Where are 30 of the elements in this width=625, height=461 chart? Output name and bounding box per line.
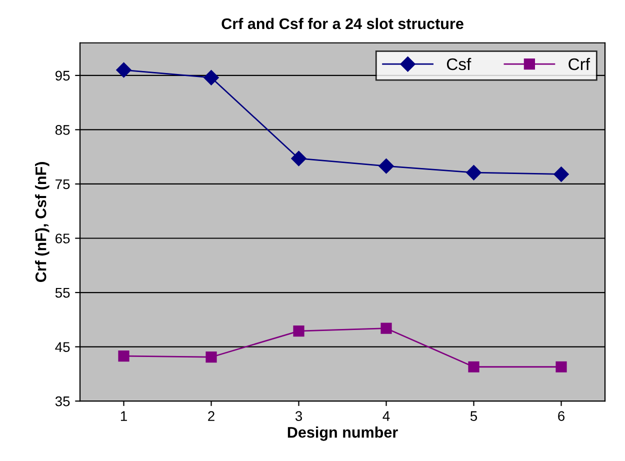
point bbox=[206, 352, 217, 363]
point bbox=[378, 158, 394, 174]
y-tick-label: 95 bbox=[55, 70, 70, 81]
x-tick-label: 5 bbox=[470, 411, 478, 421]
point bbox=[554, 166, 569, 182]
y-tick-label: 75 bbox=[56, 179, 70, 190]
point bbox=[293, 326, 304, 337]
chart-title: Crf and Csf for a 24 slot structure bbox=[222, 18, 464, 30]
point bbox=[204, 70, 219, 86]
legend-label: Crf bbox=[568, 58, 590, 70]
point bbox=[466, 165, 482, 180]
point bbox=[118, 350, 130, 362]
x-tick-label: 2 bbox=[208, 411, 214, 421]
point bbox=[116, 62, 132, 78]
x-tick-label: 1 bbox=[120, 411, 127, 421]
point bbox=[291, 150, 306, 166]
x-tick-label: 6 bbox=[558, 411, 564, 421]
point bbox=[556, 361, 567, 372]
y-tick-label: 35 bbox=[55, 396, 70, 406]
point bbox=[380, 322, 392, 334]
x-tick-label: 4 bbox=[382, 411, 390, 421]
x-tick-label: 3 bbox=[295, 411, 302, 421]
legend-label: Csf bbox=[446, 58, 472, 70]
x-axis-title: Design number bbox=[288, 426, 398, 441]
y-tick-label: 85 bbox=[55, 125, 70, 135]
y-axis-title: Crf (nF), Csf (nF) bbox=[35, 162, 50, 282]
y-tick-label: 55 bbox=[55, 288, 70, 298]
point bbox=[468, 361, 480, 372]
y-tick-label: 45 bbox=[55, 342, 70, 352]
y-tick-label: 65 bbox=[56, 234, 70, 244]
